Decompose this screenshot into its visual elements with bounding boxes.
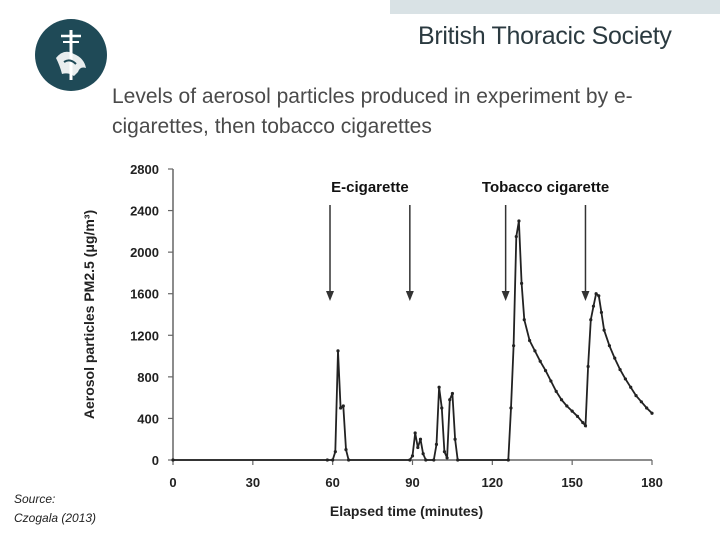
data-point <box>623 377 627 381</box>
data-point <box>618 367 622 372</box>
data-point <box>434 442 439 447</box>
data-point <box>583 424 588 428</box>
data-point <box>437 385 441 389</box>
data-point <box>517 219 521 223</box>
data-point <box>650 411 654 415</box>
annotation-arrow <box>581 205 590 301</box>
source-citation: Czogala (2013) <box>14 511 97 525</box>
y-tick-label: 800 <box>137 370 159 385</box>
y-tick-label: 2800 <box>130 162 159 177</box>
data-point <box>597 294 601 298</box>
data-point <box>506 458 510 462</box>
data-point <box>538 359 542 363</box>
data-point <box>602 328 606 332</box>
data-point <box>591 304 596 308</box>
data-point <box>456 458 460 462</box>
data-point <box>333 450 337 454</box>
data-point <box>410 454 415 458</box>
x-axis-title: Elapsed time (minutes) <box>330 503 483 519</box>
data-point <box>554 389 558 394</box>
data-point <box>634 393 638 398</box>
y-tick-label: 0 <box>152 453 159 468</box>
data-point <box>453 437 457 441</box>
data-point <box>533 349 537 353</box>
y-tick-label: 400 <box>137 411 159 426</box>
data-point <box>639 400 643 404</box>
y-axis-title: Aerosol particles PM2.5 (μg/m³) <box>81 210 97 419</box>
annotation-label: E-cigarette <box>331 179 409 196</box>
data-point <box>347 458 351 462</box>
x-tick-label: 60 <box>325 475 339 490</box>
data-point <box>543 369 548 373</box>
data-point <box>336 349 340 353</box>
x-tick-label: 150 <box>561 475 583 490</box>
data-point <box>448 398 452 402</box>
data-point <box>325 458 329 462</box>
data-point <box>607 344 612 348</box>
data-point <box>589 318 593 322</box>
data-point <box>344 448 348 452</box>
series-line <box>173 220 653 461</box>
data-point <box>418 437 423 441</box>
data-point <box>565 404 569 408</box>
slide-title: Levels of aerosol particles produced in … <box>112 85 633 138</box>
annotation-arrow <box>326 205 335 301</box>
data-point <box>559 398 564 402</box>
data-point <box>408 458 412 462</box>
x-tick-label: 0 <box>169 475 176 490</box>
data-point <box>341 404 345 408</box>
data-point <box>339 406 343 410</box>
data-point <box>413 431 417 435</box>
annotation-label: Tobacco cigarette <box>482 179 609 196</box>
data-point <box>629 385 633 389</box>
y-tick-label: 2400 <box>130 204 159 219</box>
data-point <box>520 281 524 285</box>
x-tick-label: 90 <box>405 475 419 490</box>
data-point <box>416 445 420 450</box>
data-point <box>440 406 444 410</box>
annotation-arrow <box>405 205 414 301</box>
data-point <box>445 456 449 460</box>
data-point <box>570 409 574 413</box>
annotation-arrow <box>501 205 510 301</box>
data-point <box>509 406 513 410</box>
data-point <box>450 391 455 396</box>
chart-canvas: 0 400 800 1200 1600 2000 2400 2800 0 30 60 90 120 15… <box>81 162 663 519</box>
source-label: Source: <box>14 492 56 506</box>
data-point <box>549 379 553 383</box>
data-point <box>514 234 518 239</box>
data-point <box>645 406 649 410</box>
x-tick-label: 120 <box>481 475 503 490</box>
data-point <box>599 310 604 315</box>
data-point <box>432 458 436 462</box>
x-tick-label: 180 <box>641 475 663 490</box>
data-point <box>442 450 447 454</box>
data-point <box>581 420 585 425</box>
data-point <box>331 458 335 462</box>
data-point <box>512 344 516 348</box>
data-point <box>522 318 526 322</box>
pm25-line-chart: 0 400 800 1200 1600 2000 2400 2800 0 30 60 90 120 15… <box>80 155 720 540</box>
data-point <box>586 364 590 369</box>
source-note: Source: Czogala (2013) <box>14 490 96 528</box>
y-tick-label: 2000 <box>130 245 159 260</box>
header-accent-bar <box>390 0 720 14</box>
data-point <box>613 356 617 360</box>
data-point <box>421 452 425 456</box>
data-point <box>424 458 428 462</box>
data-point <box>575 414 580 418</box>
society-crest-icon <box>35 19 107 91</box>
y-tick-label: 1200 <box>130 328 159 343</box>
data-point <box>527 338 532 343</box>
data-point <box>594 292 598 296</box>
data-point <box>171 458 175 462</box>
y-tick-label: 1600 <box>130 287 159 302</box>
brand-name: British Thoracic Society <box>418 22 672 50</box>
x-tick-label: 30 <box>246 475 260 490</box>
